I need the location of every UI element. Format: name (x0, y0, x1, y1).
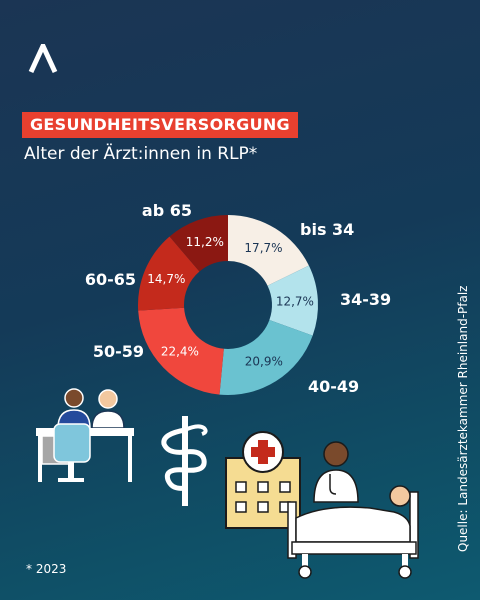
caduceus-icon (161, 416, 208, 506)
chart-subtitle: Alter der Ärzt:innen in RLP* (24, 144, 258, 164)
slice-category-label: 34-39 (340, 290, 391, 309)
slice-category-label: 60-65 (85, 270, 136, 289)
slice-value-label: 20,9% (245, 355, 283, 369)
slice-value-label: 17,7% (244, 241, 282, 255)
source-note: Quelle: Landesärztekammer Rheinland-Pfal… (456, 285, 470, 552)
donut-slice-40-49 (219, 319, 313, 395)
patient-bed-icon (287, 441, 419, 579)
donut-slice-34-39 (267, 265, 318, 336)
slice-value-label: 11,2% (186, 235, 224, 249)
slice-category-label: 40-49 (308, 377, 359, 396)
donut-slice-bis-34 (228, 215, 309, 286)
slice-category-label: ab 65 (142, 201, 192, 220)
consultation-icon (36, 388, 134, 482)
slice-value-label: 14,7% (147, 272, 185, 286)
slice-category-label: 50-59 (93, 342, 144, 361)
category-tag: GESUNDHEITSVERSORGUNG (22, 112, 298, 138)
donut-slice-60-65 (137, 236, 200, 311)
footnote: * 2023 (26, 562, 67, 576)
brand-logo-icon (28, 44, 58, 74)
slice-category-label: bis 34 (300, 220, 354, 239)
donut-slice-ab-65 (169, 215, 228, 272)
slice-value-label: 12,7% (276, 294, 314, 308)
slice-value-label: 22,4% (161, 345, 199, 359)
donut-slice-50-59 (138, 307, 224, 395)
